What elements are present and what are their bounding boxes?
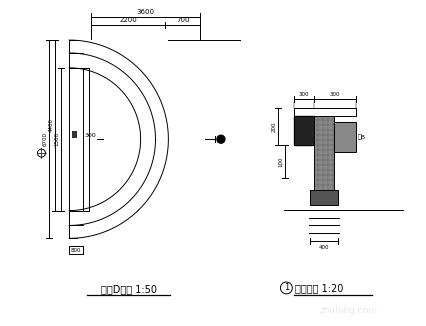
Bar: [334, 122, 356, 152]
Circle shape: [217, 135, 225, 143]
Polygon shape: [294, 116, 314, 145]
Text: 700: 700: [176, 17, 190, 23]
Text: 工B: 工B: [358, 134, 366, 140]
Bar: [334, 122, 356, 152]
Bar: [310, 190, 338, 205]
Text: 1: 1: [284, 283, 289, 292]
Text: 300: 300: [330, 92, 340, 96]
Text: zhulong.com: zhulong.com: [320, 306, 378, 315]
Text: 300: 300: [84, 133, 96, 138]
Text: 竖泉大样 1:20: 竖泉大样 1:20: [295, 283, 344, 293]
Text: 300: 300: [299, 92, 309, 96]
Bar: [72, 131, 77, 138]
Bar: [314, 116, 334, 190]
Text: 800: 800: [71, 248, 81, 253]
Text: 400: 400: [319, 245, 329, 250]
Text: 花池D平面 1:50: 花池D平面 1:50: [101, 284, 157, 294]
Bar: [314, 116, 334, 190]
Text: 2200: 2200: [119, 17, 137, 23]
Text: 100: 100: [279, 156, 283, 167]
Text: 4400: 4400: [49, 118, 53, 132]
Text: 6700: 6700: [43, 132, 47, 146]
Text: 1500: 1500: [55, 132, 59, 146]
Text: 200: 200: [271, 122, 276, 132]
Text: 3600: 3600: [137, 9, 155, 15]
Bar: [310, 190, 338, 205]
